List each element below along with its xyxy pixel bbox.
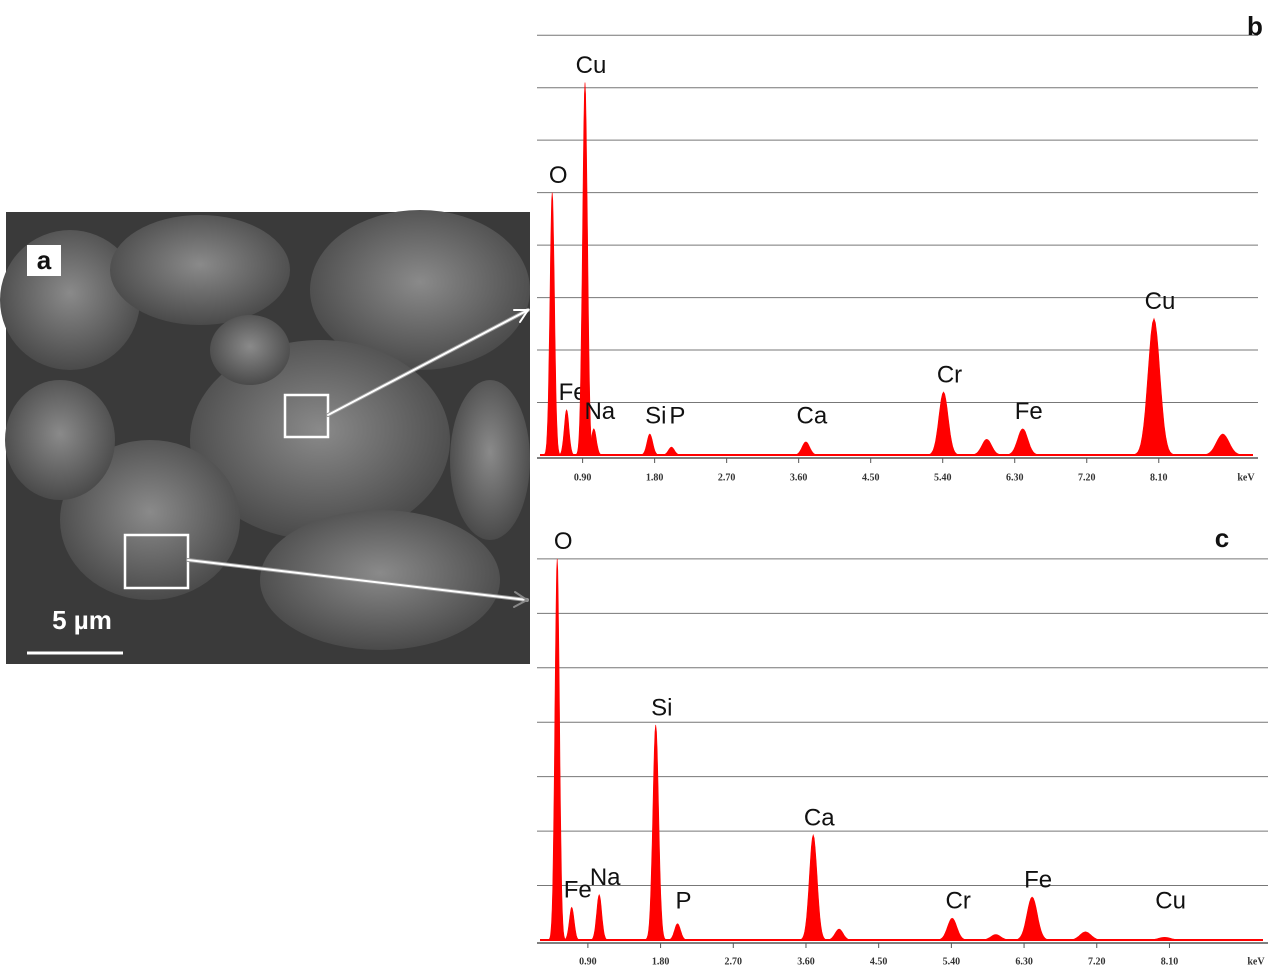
peak [823, 929, 855, 940]
peak [1064, 932, 1108, 940]
x-tick-label: 1.80 [652, 956, 670, 967]
scale-bar-label: 5 µm [52, 605, 112, 635]
peak-label: Fe [564, 877, 592, 904]
x-tick-label: 5.40 [934, 472, 952, 483]
x-tick-label: 0.90 [579, 956, 597, 967]
x-tick-label: 4.50 [870, 956, 888, 967]
peak-label: Cr [937, 361, 962, 388]
x-tick-label: 0.90 [574, 472, 592, 483]
peak-label: Ca [804, 804, 835, 831]
peak [1131, 319, 1178, 455]
peak-label: Cr [946, 887, 971, 914]
x-axis-label: keV [1237, 472, 1255, 483]
peak-label: O [549, 162, 568, 189]
x-tick-label: 6.30 [1015, 956, 1033, 967]
x-axis-label: keV [1247, 956, 1265, 967]
peak [562, 907, 581, 940]
peak-label: Ca [797, 402, 828, 429]
x-tick-label: 8.10 [1161, 956, 1179, 967]
peak [666, 924, 690, 940]
x-tick-label: 2.70 [725, 956, 743, 967]
peak [791, 442, 821, 455]
peak [660, 447, 684, 455]
panel-label: b [1247, 11, 1263, 41]
peak [934, 918, 971, 940]
x-tick-label: 8.10 [1150, 472, 1168, 483]
x-tick-label: 3.60 [797, 956, 815, 967]
peak-label: Na [590, 864, 621, 891]
peak [644, 725, 667, 940]
x-tick-label: 7.20 [1078, 472, 1096, 483]
peak-label: Cu [1145, 288, 1176, 315]
peak [967, 439, 1006, 455]
x-tick-label: 5.40 [943, 956, 961, 967]
x-tick-label: 4.50 [862, 472, 880, 483]
peak-label: P [676, 887, 692, 914]
peak-label: Cu [1155, 887, 1186, 914]
x-tick-label: 7.20 [1088, 956, 1106, 967]
sem-image: a 5 µm [0, 210, 530, 664]
peak-label: Fe [1024, 866, 1052, 893]
panel-label: c [1215, 523, 1229, 553]
peak [543, 193, 561, 455]
peak-label: Na [584, 398, 615, 425]
peak [1002, 429, 1043, 455]
spectrum-chart: 0.90 1.80 2.70 3.60 4.50 5.40 6.30 7.20 8.10 keV O… [537, 523, 1268, 967]
figure: a 5 µm 0.90 1.80 2.70 3.60 4.50 5.40 6.30 7.20 8… [0, 0, 1274, 970]
peak-label: Si [645, 402, 666, 429]
peak [1198, 434, 1248, 455]
peak-label: Si [651, 694, 672, 721]
peak-label: Cu [576, 52, 607, 79]
peak [639, 434, 662, 455]
x-tick-label: 3.60 [790, 472, 808, 483]
panel-label: a [37, 245, 52, 275]
spectrum-chart: 0.90 1.80 2.70 3.60 4.50 5.40 6.30 7.20 8.10 keV O… [537, 11, 1263, 483]
peak [589, 895, 609, 940]
peak-label: O [554, 528, 573, 555]
peak [798, 835, 829, 940]
peak-label: P [669, 402, 685, 429]
x-tick-label: 2.70 [718, 472, 736, 483]
x-tick-label: 6.30 [1006, 472, 1024, 483]
peak [925, 392, 962, 455]
peak [1012, 897, 1053, 940]
peak-label: Fe [1015, 398, 1043, 425]
x-tick-label: 1.80 [646, 472, 664, 483]
peak [557, 410, 576, 455]
